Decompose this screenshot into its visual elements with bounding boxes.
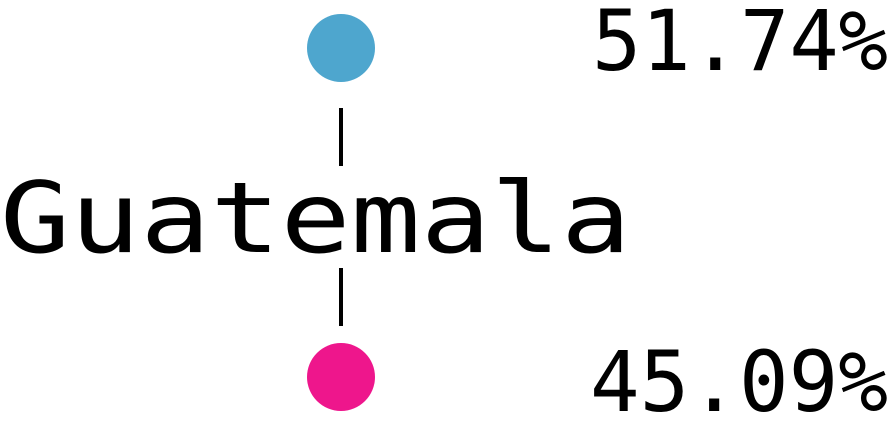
value-label-1: 51.74% (592, 0, 888, 90)
data-point-2 (307, 343, 375, 411)
category-label: Guatemala (0, 162, 631, 276)
value-label-2: 45.09% (590, 333, 888, 429)
data-point-1 (307, 14, 375, 82)
